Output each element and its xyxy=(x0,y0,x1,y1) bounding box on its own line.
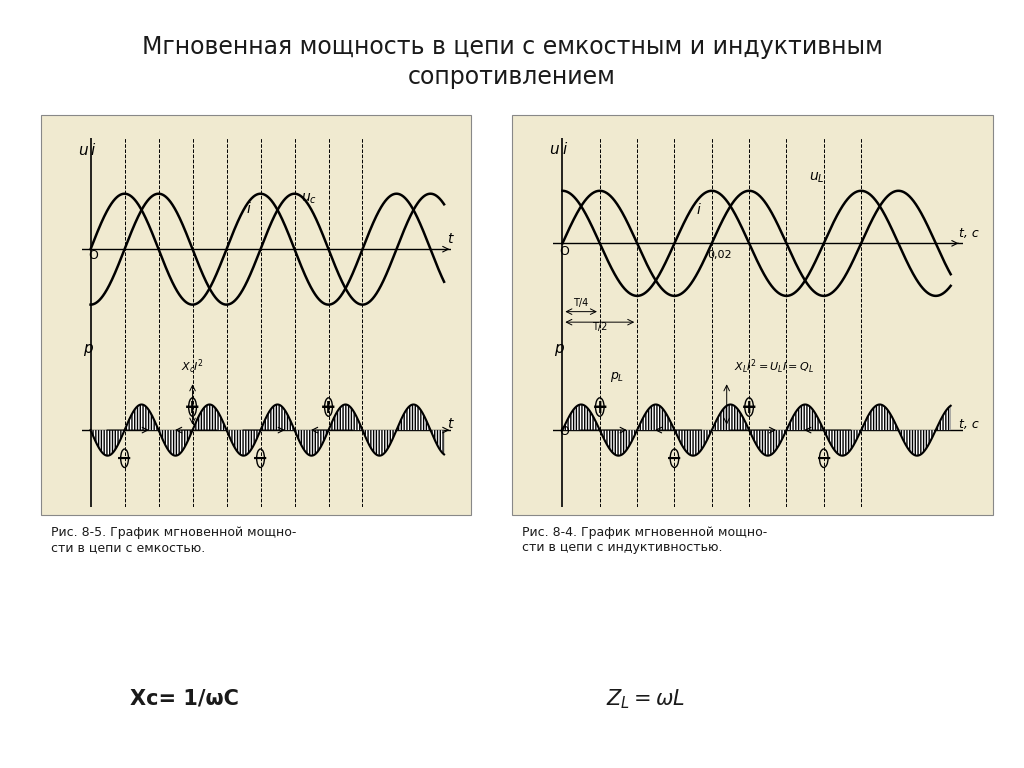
Text: O: O xyxy=(88,249,98,262)
Text: $X_LI^2=U_LI=Q_L$: $X_LI^2=U_LI=Q_L$ xyxy=(734,358,814,376)
Text: u: u xyxy=(549,142,559,157)
Text: +: + xyxy=(184,398,201,416)
Text: p: p xyxy=(554,341,564,356)
Text: T/4: T/4 xyxy=(573,299,589,309)
Text: −: − xyxy=(815,449,831,468)
Text: t: t xyxy=(447,231,453,246)
Text: 0,02: 0,02 xyxy=(708,250,732,260)
Text: сопротивлением: сопротивлением xyxy=(408,65,616,89)
Text: t, c: t, c xyxy=(959,418,979,431)
Text: t, c: t, c xyxy=(959,227,979,240)
Text: $Z_L = \omega L$: $Z_L = \omega L$ xyxy=(605,687,685,710)
Text: Xc= 1/ωC: Xc= 1/ωC xyxy=(130,689,239,709)
Text: p: p xyxy=(83,341,92,356)
Text: Рис. 8-5. График мгновенной мощно-
сти в цепи с емкостью.: Рис. 8-5. График мгновенной мощно- сти в… xyxy=(51,526,297,554)
Text: $u_L$: $u_L$ xyxy=(809,170,824,184)
Text: i: i xyxy=(247,202,251,216)
Text: i: i xyxy=(90,143,95,158)
Text: O: O xyxy=(559,425,569,439)
Text: u: u xyxy=(78,143,88,158)
Text: +: + xyxy=(321,398,337,416)
Text: t: t xyxy=(447,416,453,431)
Text: Рис. 8-4. График мгновенной мощно-
сти в цепи с индуктивностью.: Рис. 8-4. График мгновенной мощно- сти в… xyxy=(522,526,768,554)
Text: i: i xyxy=(697,204,700,217)
Text: $p_L$: $p_L$ xyxy=(610,370,625,384)
Text: O: O xyxy=(559,245,569,258)
Text: T/2: T/2 xyxy=(592,322,607,332)
Text: −: − xyxy=(667,449,683,468)
Text: Мгновенная мощность в цепи с емкостным и индуктивным: Мгновенная мощность в цепи с емкостным и… xyxy=(141,35,883,58)
Text: i: i xyxy=(563,142,567,157)
Text: $X_cI^2$: $X_cI^2$ xyxy=(181,358,204,376)
Text: +: + xyxy=(740,398,758,416)
Text: −: − xyxy=(117,449,133,468)
Text: +: + xyxy=(592,398,608,416)
Text: −: − xyxy=(252,449,268,468)
Text: $u_c$: $u_c$ xyxy=(301,192,317,207)
